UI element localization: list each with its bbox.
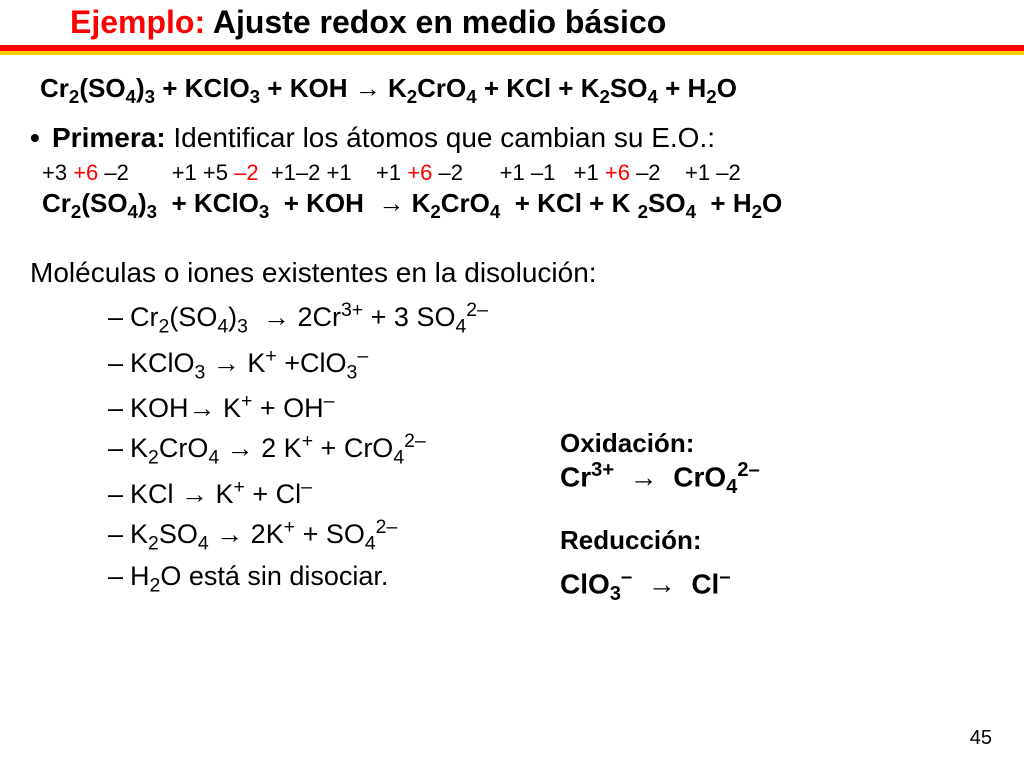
title-accent: Ejemplo:	[70, 4, 205, 40]
half-reactions-box: Oxidación: Cr3+ → CrO42– Reducción: ClO3…	[560, 428, 990, 632]
oxidation-states-row: +3 +6 –2 +1 +5 –2 +1–2 +1 +1 +6 –2 +1 –1…	[30, 160, 994, 186]
slide-title: Ejemplo: Ajuste redox en medio básico	[0, 0, 1024, 45]
ox-state-token: +6	[605, 160, 636, 185]
ox-state-token	[352, 160, 376, 185]
ox-state-token: –2	[438, 160, 462, 185]
ox-state-token: +1	[574, 160, 605, 185]
rule-red	[0, 45, 1024, 51]
ox-state-token: +6	[407, 160, 438, 185]
ox-state-token: +1	[500, 160, 531, 185]
bullet-dot: •	[30, 122, 52, 154]
ox-state-token: +3	[42, 160, 73, 185]
ox-state-token: +1	[685, 160, 716, 185]
ox-state-token: +5	[203, 160, 234, 185]
ox-state-token	[129, 160, 172, 185]
ox-state-token: –2	[636, 160, 660, 185]
ox-state-token	[661, 160, 685, 185]
ion-item: –KClO3 → K+ +ClO3–	[108, 345, 994, 384]
step-1-row: • Primera: Identificar los átomos que ca…	[30, 122, 994, 154]
ion-item: –Cr2(SO4)3 → 2Cr3+ + 3 SO42–	[108, 299, 994, 338]
page-number: 45	[970, 727, 992, 750]
ox-state-token: –1	[531, 160, 555, 185]
ox-state-token: –2	[296, 160, 327, 185]
ox-state-token: –2	[234, 160, 258, 185]
reduction-equation: ClO3– → Cl–	[560, 566, 990, 606]
ox-state-token: –2	[716, 160, 740, 185]
main-equation: Cr2(SO4)3 + KClO3 + KOH → K2CrO4 + KCl +…	[30, 73, 994, 108]
oxidation-equation: Cr3+ → CrO42–	[560, 459, 990, 499]
ox-state-token	[463, 160, 500, 185]
reduction-title: Reducción:	[560, 525, 990, 556]
ox-state-token	[555, 160, 573, 185]
ions-subhead: Moléculas o iones existentes en la disol…	[30, 257, 994, 289]
oxidation-title: Oxidación:	[560, 428, 990, 459]
ox-state-token: +1	[376, 160, 407, 185]
step-1-text: Identificar los átomos que cambian su E.…	[166, 122, 715, 153]
annotated-equation: Cr2(SO4)3 + KClO3 + KOH → K2CrO4 + KCl +…	[30, 188, 994, 223]
ion-item: –KOH→ K+ + OH–	[108, 390, 994, 424]
ox-state-token: +6	[73, 160, 104, 185]
step-1-lead: Primera:	[52, 122, 166, 153]
ox-state-token	[259, 160, 271, 185]
title-underline	[0, 45, 1024, 55]
title-rest: Ajuste redox en medio básico	[205, 4, 666, 40]
ox-state-token: +1	[271, 160, 296, 185]
ox-state-token: –2	[104, 160, 128, 185]
ox-state-token: +1	[327, 160, 352, 185]
ox-state-token: +1	[172, 160, 203, 185]
